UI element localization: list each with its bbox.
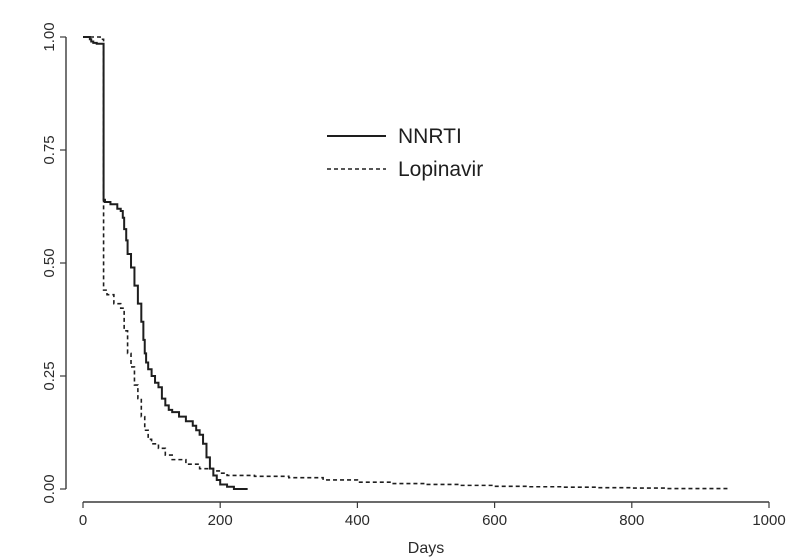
x-tick-label: 0 bbox=[79, 512, 87, 529]
legend: NNRTI Lopinavir bbox=[327, 125, 483, 181]
x-tick-label: 400 bbox=[345, 512, 370, 529]
x-tick-label: 200 bbox=[208, 512, 233, 529]
y-tick-label: 0.50 bbox=[41, 248, 58, 277]
axes-layer bbox=[65, 37, 769, 503]
series-line-nnrti bbox=[83, 36, 248, 490]
x-tick-label: 1000 bbox=[752, 512, 785, 529]
y-tick-label: 0.25 bbox=[41, 361, 58, 390]
y-axis-ticks: 0.00 0.25 0.50 0.75 1.00 bbox=[41, 22, 66, 504]
legend-label-nnrti: NNRTI bbox=[398, 125, 462, 148]
x-axis-ticks: 0 200 400 600 800 1000 bbox=[79, 502, 786, 529]
x-tick-label: 600 bbox=[482, 512, 507, 529]
series-layer bbox=[83, 36, 729, 490]
y-tick-label: 0.75 bbox=[41, 135, 58, 164]
y-tick-label: 0.00 bbox=[41, 474, 58, 503]
y-tick-label: 1.00 bbox=[41, 22, 58, 51]
series-line-lopinavir bbox=[83, 36, 729, 490]
x-axis-title: Days bbox=[408, 540, 444, 557]
x-tick-label: 800 bbox=[619, 512, 644, 529]
legend-label-lopinavir: Lopinavir bbox=[398, 158, 483, 181]
